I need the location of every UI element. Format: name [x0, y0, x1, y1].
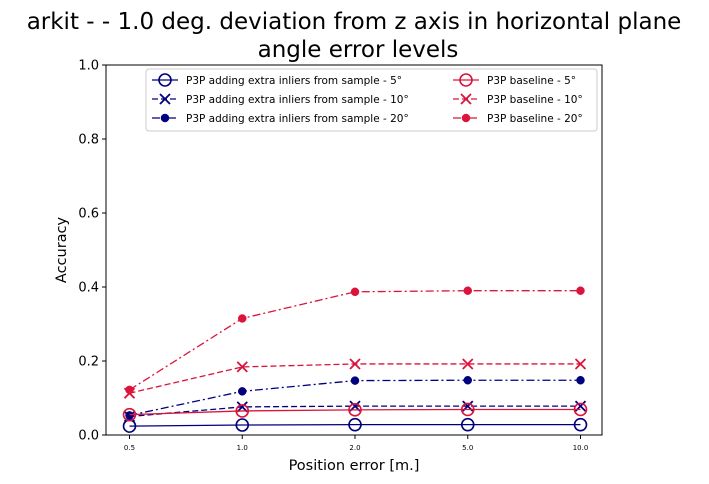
- data-point: [125, 411, 134, 420]
- legend-entry: P3P baseline - 10°: [453, 93, 583, 106]
- series-3: [125, 375, 585, 420]
- legend-box: [145, 68, 598, 132]
- legend-label: P3P baseline - 10°: [487, 94, 583, 106]
- data-point: [576, 375, 585, 385]
- data-point: [238, 314, 247, 323]
- legend-label: P3P adding extra inliers from sample - 5…: [186, 75, 402, 87]
- data-point: [348, 403, 362, 417]
- legend-marker: [158, 73, 172, 87]
- y-tick-label: 0.8: [78, 133, 99, 148]
- series-4: [122, 402, 588, 422]
- data-point: [349, 358, 361, 370]
- legend-label: P3P baseline - 20°: [487, 113, 583, 125]
- data-point: [460, 417, 475, 432]
- y-tick-label: 1.0: [78, 59, 99, 74]
- data-point: [236, 401, 248, 413]
- data-point: [573, 402, 588, 417]
- x-tick-label: 10.0: [573, 444, 589, 452]
- data-point: [122, 407, 137, 422]
- data-point: [573, 417, 588, 432]
- legend-entry: P3P adding extra inliers from sample - 5…: [152, 73, 402, 87]
- y-tick-label: 0.2: [78, 355, 99, 370]
- series-1: [122, 417, 588, 433]
- legend-entry: P3P adding extra inliers from sample - 2…: [152, 113, 409, 125]
- y-tick-label: 0.4: [78, 281, 99, 296]
- data-point: [350, 287, 360, 297]
- series-layer: [122, 286, 588, 433]
- data-point: [235, 404, 250, 418]
- data-point: [574, 358, 587, 370]
- x-tick-label: 1.0: [237, 444, 248, 452]
- legend-marker: [461, 113, 471, 123]
- x-axis-label: Position error [m.]: [289, 458, 420, 474]
- y-axis-label: Accuracy: [54, 216, 70, 283]
- x-tick-label: 0.5: [124, 444, 135, 452]
- legend-marker: [459, 73, 473, 87]
- data-point: [460, 402, 475, 417]
- legend-entry: P3P baseline - 5°: [453, 73, 576, 87]
- legend-label: P3P adding extra inliers from sample - 2…: [186, 113, 409, 125]
- data-point: [463, 375, 472, 385]
- legend-label: P3P adding extra inliers from sample - 1…: [186, 94, 409, 106]
- plot-frame: [105, 64, 603, 436]
- x-tick-label: 2.0: [349, 444, 360, 452]
- series-line: [129, 290, 581, 391]
- series-line: [129, 408, 581, 416]
- series-5: [123, 358, 587, 399]
- series-line: [129, 405, 581, 418]
- chart-title-line-1: arkit - - 1.0 deg. deviation from z axis…: [27, 9, 682, 35]
- data-point: [235, 418, 250, 432]
- y-tick-label: 0.6: [78, 207, 99, 222]
- data-point: [236, 361, 248, 373]
- data-point: [238, 387, 247, 396]
- data-point: [125, 385, 134, 395]
- data-point: [576, 286, 585, 295]
- y-tick-label: 0.0: [78, 429, 99, 444]
- legend-marker: [159, 93, 171, 105]
- data-point: [462, 358, 474, 370]
- legend: P3P adding extra inliers from sample - 5…: [145, 68, 598, 132]
- legend-marker: [160, 113, 170, 123]
- legend-marker: [460, 93, 472, 105]
- x-axis: 0.5 1.0 2.0 5.0 10.0: [124, 435, 588, 452]
- series-6: [125, 286, 585, 395]
- data-point: [463, 286, 472, 295]
- legend-label: P3P baseline - 5°: [487, 75, 576, 87]
- y-axis: 0.0 0.2 0.4 0.6 0.8 1.0: [78, 59, 106, 444]
- legend-entry: P3P baseline - 20°: [453, 113, 583, 125]
- x-tick-label: 5.0: [462, 444, 473, 452]
- series-line: [129, 423, 581, 427]
- chart-title-line-2: angle error levels: [258, 37, 459, 63]
- data-point: [348, 417, 362, 432]
- legend-entry: P3P adding extra inliers from sample - 1…: [152, 93, 409, 106]
- data-point: [350, 376, 360, 385]
